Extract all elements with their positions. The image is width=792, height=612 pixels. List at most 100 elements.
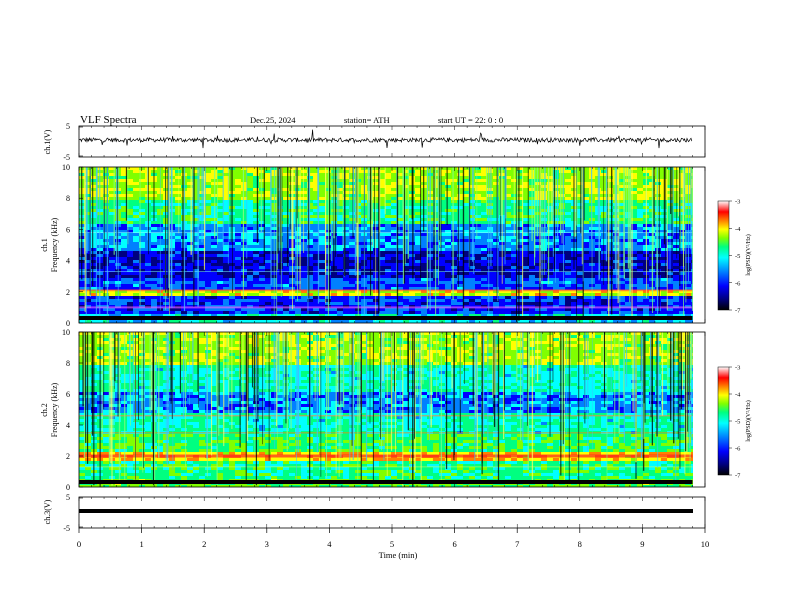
spectrogram-cell xyxy=(673,203,680,207)
spectrogram-cell xyxy=(631,212,638,216)
spectrogram-cell xyxy=(193,230,200,234)
spectrogram-cell xyxy=(487,245,494,249)
spectrogram-cell xyxy=(85,218,92,222)
spectrogram-cell xyxy=(469,224,476,228)
spectrogram-cell xyxy=(319,176,326,180)
spectrogram-cell xyxy=(193,245,200,249)
spectrogram-cell xyxy=(103,194,110,198)
spectrogram-cell xyxy=(133,311,140,315)
spectrogram-cell xyxy=(691,203,693,207)
spectrogram-cell xyxy=(505,203,512,207)
spectrogram-cell xyxy=(457,290,464,294)
spectrogram-cell xyxy=(565,263,572,267)
spectrogram-cell xyxy=(523,173,530,177)
spectrogram-cell xyxy=(127,230,134,234)
spectrogram-cell xyxy=(559,272,566,276)
spectrogram-cell xyxy=(463,281,470,285)
spectrogram-cell xyxy=(505,293,512,297)
spectrogram-cell xyxy=(577,287,584,291)
spectrogram-cell xyxy=(463,293,470,297)
spectrogram-cell xyxy=(109,302,116,306)
spectrogram-cell xyxy=(127,218,134,222)
spectrogram-cell xyxy=(451,263,458,267)
spectrogram-cell xyxy=(577,227,584,231)
spectrogram-cell xyxy=(577,242,584,246)
spectrogram-cell xyxy=(307,197,314,201)
spectrogram-cell xyxy=(583,233,590,237)
spectrogram-cell xyxy=(679,230,686,234)
spectrogram-cell xyxy=(211,248,218,252)
spectrogram-cell xyxy=(445,287,452,291)
spectrogram-cell xyxy=(223,185,230,189)
spectrogram-cell xyxy=(247,269,254,273)
spectrogram-cell xyxy=(529,248,536,252)
spectrogram-cell xyxy=(583,257,590,261)
spectrogram-cell xyxy=(547,296,554,300)
spectrogram-cell xyxy=(223,212,230,216)
spectrogram-cell xyxy=(265,170,272,174)
spectrogram-cell xyxy=(631,245,638,249)
spectrogram-cell xyxy=(559,281,566,285)
spectrogram-cell xyxy=(439,260,446,264)
spectrogram-cell xyxy=(619,197,626,201)
spectrogram-cell xyxy=(217,248,224,252)
spectrogram-cell xyxy=(547,272,554,276)
spectrogram-cell xyxy=(457,287,464,291)
spectrogram-cell xyxy=(397,272,404,276)
spectrogram-cell xyxy=(415,218,422,222)
spectrogram-cell xyxy=(85,269,92,273)
spectrogram-cell xyxy=(301,194,308,198)
spectrogram-cell xyxy=(493,275,500,279)
spectrogram-cell xyxy=(409,260,416,264)
spectrogram-cell xyxy=(421,293,428,297)
spectrogram-cell xyxy=(595,281,602,285)
spectrogram-cell xyxy=(79,287,86,291)
spectrogram-cell xyxy=(565,218,572,222)
spectrogram-cell xyxy=(469,269,476,273)
spectrogram-cell xyxy=(511,290,518,294)
spectrogram-cell xyxy=(397,209,404,213)
spectrogram-cell xyxy=(121,287,128,291)
spectrogram-cell xyxy=(481,248,488,252)
spectrogram-cell xyxy=(121,185,128,189)
spectrogram-cell xyxy=(487,275,494,279)
figure-title: VLF Spectra xyxy=(80,114,137,126)
spectrogram-cell xyxy=(241,299,248,303)
spectrogram-cell xyxy=(235,227,242,231)
spectrogram-cell xyxy=(235,308,242,312)
spectrogram-cell xyxy=(679,179,686,183)
spectrogram-cell xyxy=(133,212,140,216)
spectrogram-cell xyxy=(193,272,200,276)
spectrogram-cell xyxy=(481,197,488,201)
spectrogram-cell xyxy=(439,230,446,234)
spectrogram-cell xyxy=(265,197,272,201)
spectrogram-cell xyxy=(241,269,248,273)
spectrogram-cell xyxy=(235,230,242,234)
spectrogram-cell xyxy=(253,224,260,228)
spectrogram-cell xyxy=(535,242,542,246)
spectrogram-cell xyxy=(475,179,482,183)
spectrogram-cell xyxy=(679,254,686,258)
spectrogram-cell xyxy=(307,260,314,264)
spectrogram-cell xyxy=(343,194,350,198)
spectrogram-cell xyxy=(289,290,296,294)
spectrogram-cell xyxy=(127,209,134,213)
spectrogram-cell xyxy=(145,269,152,273)
spectrogram-cell xyxy=(607,203,614,207)
spectrogram-cell xyxy=(451,176,458,180)
spectrogram-cell xyxy=(283,173,290,177)
spectrogram-cell xyxy=(661,302,668,306)
spectrogram-cell xyxy=(223,251,230,255)
spectrogram-cell xyxy=(349,167,356,171)
spectrogram-cell xyxy=(223,206,230,210)
spectrogram-cell xyxy=(253,185,260,189)
spectrogram-cell xyxy=(553,308,560,312)
spectrogram-cell xyxy=(391,263,398,267)
spectrogram-cell xyxy=(139,293,146,297)
spectrogram-cell xyxy=(175,272,182,276)
spectrogram-cell xyxy=(139,200,146,204)
spectrogram-cell xyxy=(553,173,560,177)
spectrogram-cell xyxy=(295,194,302,198)
spectrogram-cell xyxy=(265,173,272,177)
spectrogram-cell xyxy=(385,272,392,276)
